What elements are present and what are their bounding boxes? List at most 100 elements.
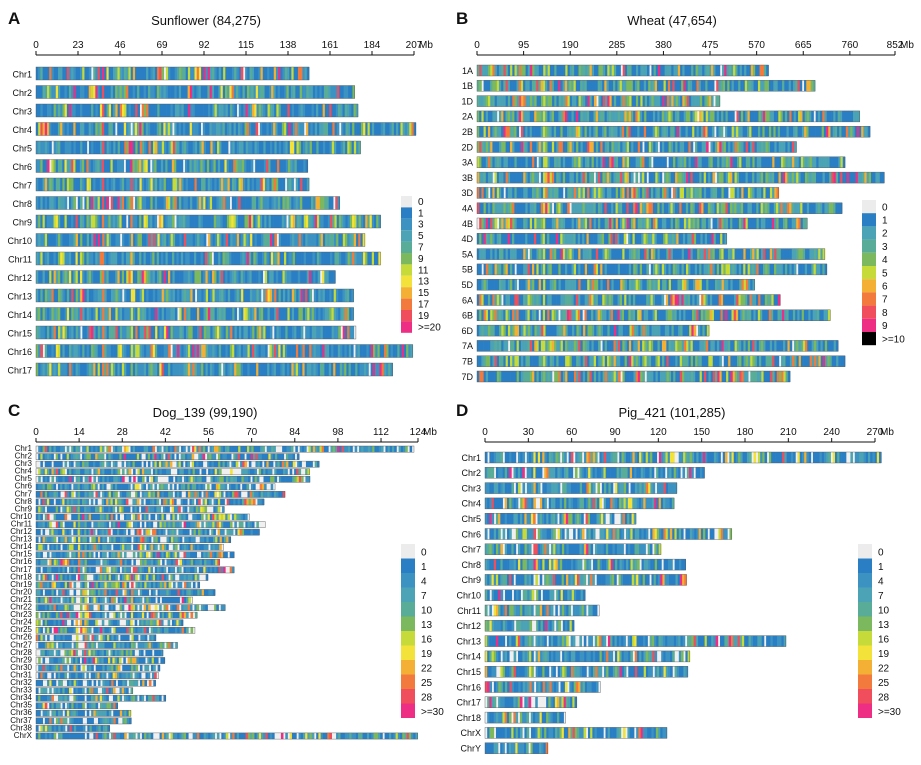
density-bin — [508, 187, 511, 198]
density-bin — [85, 308, 88, 321]
density-bin — [605, 111, 608, 122]
density-bin — [281, 141, 284, 154]
density-bin — [572, 279, 575, 290]
density-bin — [796, 157, 799, 168]
density-bin — [230, 234, 233, 247]
density-bin — [664, 187, 667, 198]
density-bin — [111, 123, 114, 136]
density-bin — [737, 172, 740, 183]
density-bin — [124, 234, 127, 247]
density-bin — [122, 197, 125, 210]
density-bin — [697, 295, 700, 306]
density-bin — [574, 157, 577, 168]
density-bin — [172, 215, 175, 228]
density-bin — [297, 160, 300, 173]
density-bin — [673, 172, 676, 183]
density-bin — [267, 363, 270, 376]
density-bin — [602, 203, 605, 214]
density-bin — [798, 249, 801, 260]
density-bin — [739, 264, 742, 275]
density-bin — [686, 111, 689, 122]
density-bin — [878, 172, 881, 183]
density-bin — [199, 289, 202, 302]
density-bin — [812, 249, 815, 260]
density-bin — [741, 203, 744, 214]
density-bin — [543, 203, 546, 214]
density-bin — [738, 295, 741, 306]
density-bin — [329, 326, 332, 339]
density-bin — [598, 65, 601, 76]
density-bin — [710, 172, 713, 183]
density-bin — [259, 234, 262, 247]
density-bin — [165, 160, 168, 173]
density-bin — [238, 215, 241, 228]
density-bin — [589, 142, 592, 153]
density-bin — [512, 172, 515, 183]
chromosome-a-chr12 — [36, 271, 336, 284]
density-bin — [698, 65, 701, 76]
density-bin — [514, 126, 517, 137]
density-bin — [78, 363, 81, 376]
density-bin — [69, 326, 72, 339]
density-bin — [534, 126, 537, 137]
density-bin — [201, 308, 204, 321]
density-bin — [492, 157, 495, 168]
density-bin — [60, 197, 63, 210]
density-bin — [36, 234, 39, 247]
density-bin — [120, 326, 123, 339]
density-bin — [499, 203, 502, 214]
density-bin — [76, 141, 79, 154]
density-bin — [519, 142, 522, 153]
density-bin — [265, 178, 268, 191]
density-bin — [223, 104, 226, 117]
density-bin — [219, 363, 222, 376]
density-bin — [726, 157, 729, 168]
density-bin — [343, 234, 346, 247]
density-bin — [572, 264, 575, 275]
density-bin — [479, 218, 482, 229]
density-bin — [525, 126, 528, 137]
density-bin — [583, 157, 586, 168]
density-bin — [62, 178, 65, 191]
density-bin — [106, 271, 109, 284]
density-bin — [696, 96, 699, 107]
density-bin — [332, 289, 335, 302]
density-bin — [199, 86, 202, 99]
density-bin — [91, 178, 94, 191]
density-bin — [777, 142, 780, 153]
density-bin — [175, 104, 178, 117]
density-bin — [212, 197, 215, 210]
density-bin — [726, 218, 729, 229]
density-bin — [479, 233, 482, 244]
density-bin — [488, 142, 491, 153]
density-bin — [274, 363, 277, 376]
density-bin — [567, 203, 570, 214]
density-bin — [213, 160, 216, 173]
density-bin — [602, 111, 605, 122]
density-bin — [816, 264, 819, 275]
density-bin — [197, 289, 200, 302]
density-bin — [263, 178, 266, 191]
density-bin — [658, 187, 661, 198]
density-bin — [846, 111, 849, 122]
density-bin — [693, 96, 696, 107]
density-bin — [73, 345, 76, 358]
density-bin — [624, 126, 627, 137]
density-bin — [678, 279, 681, 290]
density-bin — [257, 141, 260, 154]
density-bin — [587, 157, 590, 168]
density-bin — [177, 271, 180, 284]
density-bin — [536, 218, 539, 229]
density-bin — [662, 264, 665, 275]
density-bin — [552, 264, 555, 275]
density-bin — [563, 218, 566, 229]
density-bin — [201, 178, 204, 191]
density-bin — [188, 345, 191, 358]
density-bin — [785, 142, 788, 153]
density-bin — [637, 295, 640, 306]
density-bin — [296, 141, 299, 154]
density-bin — [217, 234, 220, 247]
density-bin — [490, 80, 493, 91]
density-bin — [539, 65, 542, 76]
density-bin — [383, 123, 386, 136]
